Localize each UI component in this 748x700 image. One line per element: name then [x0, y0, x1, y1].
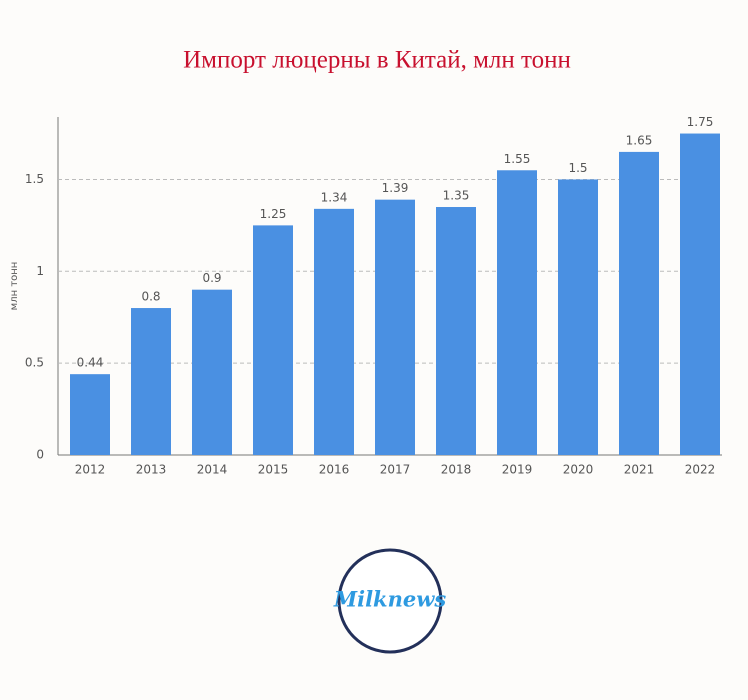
bar	[70, 374, 110, 455]
value-label: 1.75	[687, 115, 714, 129]
chart-title: Импорт люцерны в Китай, млн тонн	[183, 47, 571, 74]
value-label: 1.65	[626, 133, 653, 147]
bar	[375, 199, 415, 455]
bar	[131, 308, 171, 455]
bar	[192, 289, 232, 455]
x-tick-label: 2018	[441, 463, 472, 477]
value-label: 1.55	[504, 152, 531, 166]
x-tick-label: 2013	[136, 463, 167, 477]
x-tick-label: 2019	[502, 463, 533, 477]
bar	[497, 170, 537, 456]
value-label: 1.5	[568, 161, 587, 175]
value-label: 0.8	[141, 290, 160, 304]
x-tick-label: 2014	[197, 463, 228, 477]
value-label: 1.35	[443, 189, 470, 203]
value-label: 1.39	[382, 181, 409, 195]
x-tick-label: 2021	[624, 463, 655, 477]
x-tick-label: 2022	[685, 463, 716, 477]
value-label: 0.44	[77, 356, 104, 370]
logo-circle	[337, 548, 443, 654]
value-label: 0.9	[202, 271, 221, 285]
bar	[680, 133, 720, 456]
x-tick-label: 2016	[319, 463, 350, 477]
logo: Milknews	[333, 587, 446, 612]
x-tick-label: 2015	[258, 463, 289, 477]
bar	[619, 151, 659, 456]
x-tick-label: 2012	[75, 463, 106, 477]
y-tick-label: 0	[36, 448, 44, 462]
value-label: 1.34	[321, 190, 348, 204]
x-tick-label: 2017	[380, 463, 411, 477]
bar	[436, 207, 476, 455]
y-tick-label: 0.5	[25, 356, 44, 370]
value-label: 1.25	[260, 207, 287, 221]
bar	[314, 208, 354, 455]
y-tick-label: 1	[36, 264, 44, 278]
y-axis-label: млн тонн	[9, 262, 20, 311]
x-tick-label: 2020	[563, 463, 594, 477]
bar	[558, 179, 598, 455]
y-tick-label: 1.5	[25, 172, 44, 186]
bar	[253, 225, 293, 455]
